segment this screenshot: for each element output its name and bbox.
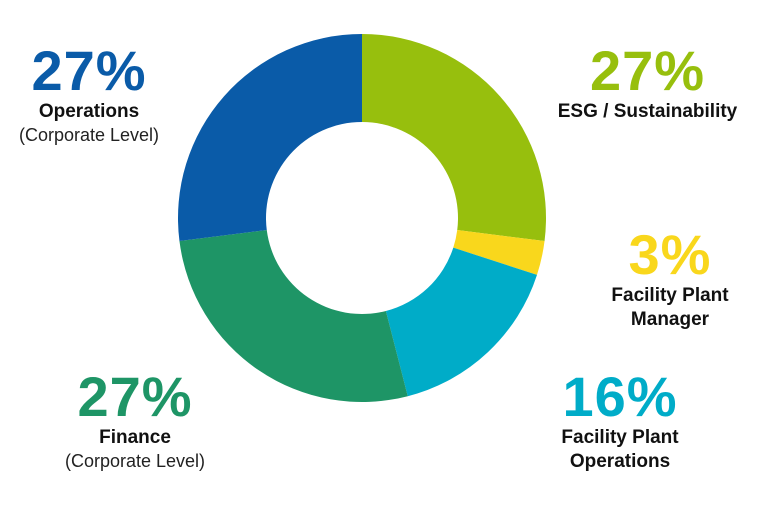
donut-slices xyxy=(177,34,546,402)
facility-plant-operations-percent: 16% xyxy=(562,365,678,428)
facility-plant-operations-label-line1: Facility Plant xyxy=(561,427,679,448)
slice-facility-plant-operations xyxy=(385,247,537,397)
slice-operations xyxy=(177,34,362,242)
callout-operations: 27% Operations (Corporate Level) xyxy=(0,42,178,146)
operations-sublabel: (Corporate Level) xyxy=(18,125,160,145)
facility-plant-manager-label-line2: Manager xyxy=(630,309,710,330)
slice-finance xyxy=(179,230,408,402)
finance-label: Finance xyxy=(99,427,171,448)
finance-sublabel: (Corporate Level) xyxy=(64,451,206,471)
slice-esg-sustainability xyxy=(362,34,546,242)
esg-label: ESG / Sustainability xyxy=(557,101,738,122)
operations-label: Operations xyxy=(38,101,140,122)
facility-plant-manager-percent: 3% xyxy=(628,223,712,286)
callout-esg-sustainability: 27% ESG / Sustainability xyxy=(525,42,770,124)
operations-percent: 27% xyxy=(31,39,147,102)
slice-facility-plant-manager xyxy=(453,230,545,275)
facility-plant-manager-label-line1: Facility Plant xyxy=(611,285,729,306)
callout-facility-plant-manager: 3% Facility Plant Manager xyxy=(570,226,770,332)
callout-finance: 27% Finance (Corporate Level) xyxy=(20,368,250,472)
facility-plant-operations-label-line2: Operations xyxy=(569,451,671,472)
finance-percent: 27% xyxy=(77,365,193,428)
callout-facility-plant-operations: 16% Facility Plant Operations xyxy=(505,368,735,474)
esg-percent: 27% xyxy=(589,39,706,102)
